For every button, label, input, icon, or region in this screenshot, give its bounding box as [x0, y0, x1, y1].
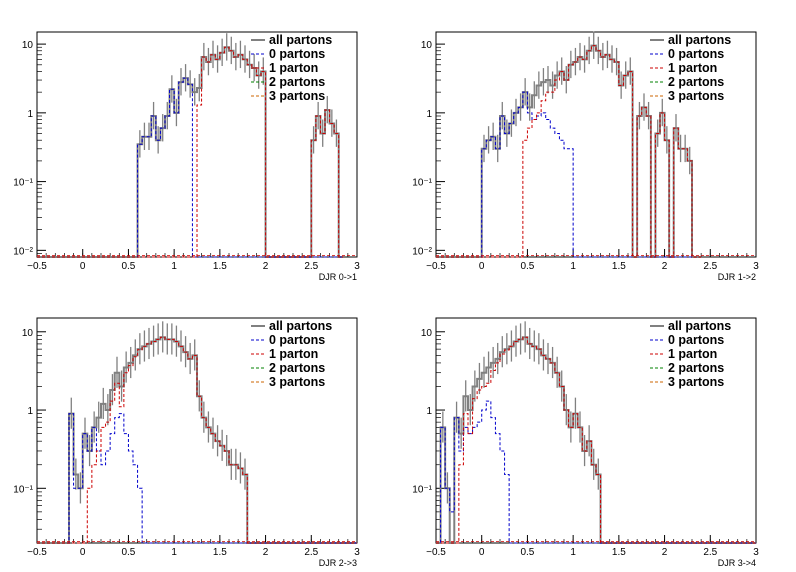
- y-tick-label: 10⁻¹: [13, 178, 33, 189]
- panel-2: −0.5 0 0.5 1 1.5 2 2.5 3 10⁻² 10⁻¹ 1 10 DJR 1->2 all …: [412, 31, 759, 282]
- x-tick-label: 2: [263, 547, 269, 558]
- histogram-line: [37, 46, 344, 258]
- x-tick-label: 0: [479, 261, 485, 272]
- legend-entry: 0 partons: [269, 47, 325, 61]
- legend-entry: 2 partons: [668, 361, 724, 375]
- x-tick-label: 0.5: [520, 261, 534, 272]
- x-tick-label: −0.5: [27, 261, 47, 272]
- x-tick-label: 2.5: [703, 261, 717, 272]
- series-3: [37, 46, 344, 258]
- x-tick-label: 0: [80, 547, 86, 558]
- x-tick-label: 1: [171, 547, 177, 558]
- histogram-line: [436, 45, 702, 258]
- y-tick-label: 10⁻¹: [13, 484, 33, 495]
- histogram-line: [436, 336, 756, 544]
- legend-entry: 3 partons: [269, 89, 325, 103]
- y-tick-label: 10⁻¹: [412, 178, 432, 189]
- x-tick-label: 3: [354, 261, 360, 272]
- legend-entry: 3 partons: [668, 375, 724, 389]
- legend-entry: all partons: [269, 33, 332, 47]
- x-tick-label: 1: [570, 547, 576, 558]
- panel-1: −0.5 0 0.5 1 1.5 2 2.5 3 10⁻² 10⁻¹ 1 10 DJR 0->1 all …: [13, 31, 360, 282]
- x-axis-label: DJR 2->3: [319, 558, 357, 568]
- series-3: [436, 45, 702, 258]
- x-tick-label: 0.5: [121, 547, 135, 558]
- x-tick-label: 2: [263, 261, 269, 272]
- x-tick-label: 2: [662, 547, 668, 558]
- x-tick-label: 2.5: [304, 261, 318, 272]
- x-tick-label: −0.5: [426, 261, 446, 272]
- histogram-line: [37, 77, 344, 258]
- legend-entry: 2 partons: [269, 361, 325, 375]
- legend-entry: all partons: [269, 319, 332, 333]
- legend-entry: 1 parton: [668, 61, 717, 75]
- x-tick-label: 3: [354, 547, 360, 558]
- legend-entry: 1 parton: [269, 61, 318, 75]
- panel-3: −0.5 0 0.5 1 1.5 2 2.5 3 10⁻¹ 1 10 DJR 2->3 all part…: [13, 317, 360, 568]
- x-tick-label: 0: [479, 547, 485, 558]
- x-tick-label: 2.5: [703, 547, 717, 558]
- x-axis-label: DJR 0->1: [319, 272, 357, 282]
- y-tick-label: 10: [22, 40, 34, 51]
- y-tick-label: 1: [426, 406, 432, 417]
- y-tick-label: 10: [22, 328, 34, 339]
- panel-4: −0.5 0 0.5 1 1.5 2 2.5 3 10⁻¹ 1 10 DJR 3->4 all part…: [412, 317, 759, 568]
- x-axis-label: DJR 1->2: [718, 272, 756, 282]
- legend-entry: 3 partons: [269, 375, 325, 389]
- legend-entry: 0 partons: [269, 333, 325, 347]
- x-tick-label: −0.5: [27, 547, 47, 558]
- x-tick-label: 2.5: [304, 547, 318, 558]
- x-axis-label: DJR 3->4: [718, 558, 756, 568]
- x-tick-label: 1: [171, 261, 177, 272]
- legend-entry: 0 partons: [668, 333, 724, 347]
- y-tick-label: 1: [426, 109, 432, 120]
- y-tick-label: 1: [27, 406, 33, 417]
- x-tick-label: 2: [662, 261, 668, 272]
- legend-entry: 1 parton: [269, 347, 318, 361]
- series-2: [37, 77, 344, 258]
- x-tick-label: 1.5: [612, 261, 626, 272]
- legend-entry: all partons: [668, 319, 731, 333]
- series-3: [37, 336, 357, 544]
- x-tick-label: 1: [570, 261, 576, 272]
- x-tick-label: 3: [753, 261, 759, 272]
- y-tick-label: 1: [27, 109, 33, 120]
- legend-entry: 2 partons: [668, 75, 724, 89]
- series-2: [436, 91, 702, 258]
- x-tick-label: 3: [753, 547, 759, 558]
- y-tick-label: 10⁻¹: [412, 484, 432, 495]
- y-tick-label: 10: [421, 40, 433, 51]
- x-tick-label: 0.5: [520, 547, 534, 558]
- histogram-line: [436, 44, 702, 258]
- histogram-line: [37, 336, 357, 544]
- x-tick-label: 1.5: [612, 547, 626, 558]
- y-tick-label: 10: [421, 328, 433, 339]
- legend-entry: 2 partons: [269, 75, 325, 89]
- y-tick-label: 10⁻²: [13, 246, 33, 257]
- x-tick-label: 0: [80, 261, 86, 272]
- x-tick-label: 1.5: [213, 261, 227, 272]
- series-3: [436, 336, 756, 544]
- histogram-line: [436, 91, 702, 258]
- legend-entry: all partons: [668, 33, 731, 47]
- x-tick-label: 0.5: [121, 261, 135, 272]
- legend-entry: 0 partons: [668, 47, 724, 61]
- legend-entry: 3 partons: [668, 89, 724, 103]
- x-tick-label: 1.5: [213, 547, 227, 558]
- x-tick-label: −0.5: [426, 547, 446, 558]
- legend-entry: 1 parton: [668, 347, 717, 361]
- y-tick-label: 10⁻²: [412, 246, 432, 257]
